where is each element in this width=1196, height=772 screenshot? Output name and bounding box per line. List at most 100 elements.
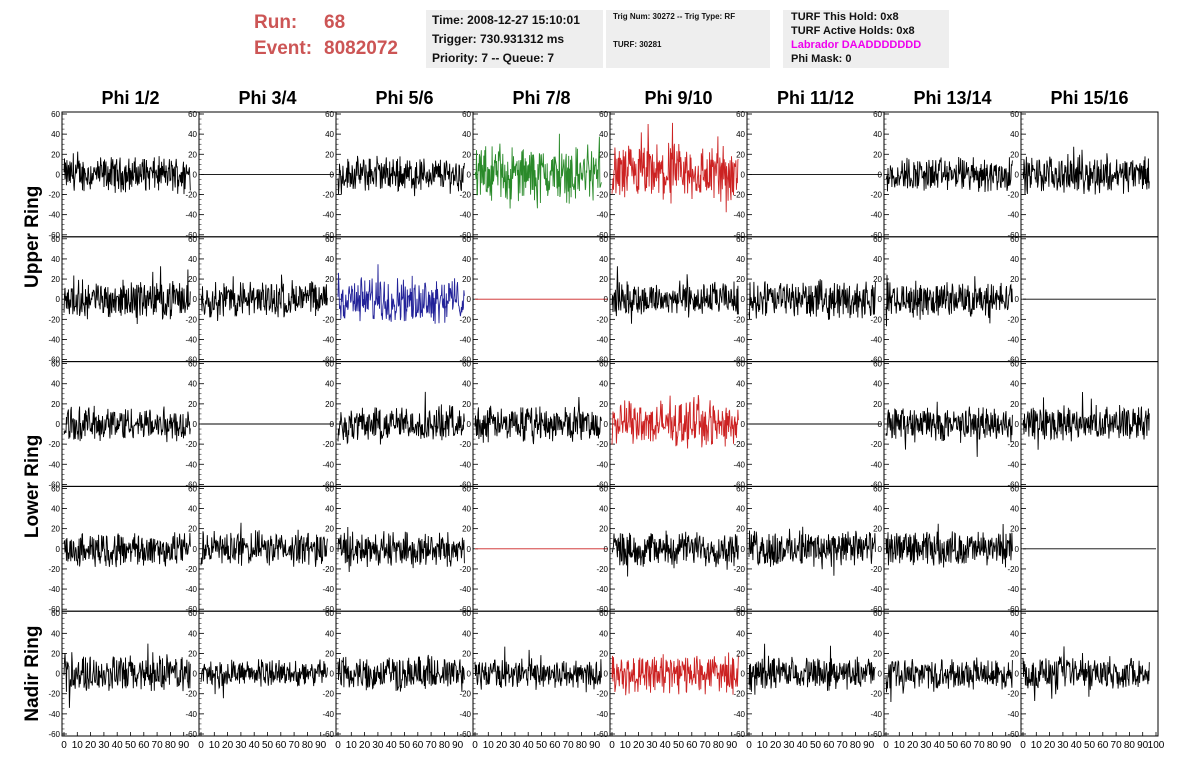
waveform-trace <box>63 532 191 568</box>
y-tick-label: 40 <box>873 505 882 514</box>
x-tick-label: 90 <box>1000 740 1012 751</box>
y-tick-label: 60 <box>873 484 882 493</box>
x-tick-label: 70 <box>700 740 712 751</box>
y-tick-label: -60 <box>322 605 334 614</box>
y-tick-label: 0 <box>193 545 198 554</box>
y-tick-label: -20 <box>48 565 60 574</box>
y-tick-label: 40 <box>873 130 882 139</box>
y-tick-label: 0 <box>56 670 61 679</box>
y-tick-label: -60 <box>459 231 471 240</box>
y-tick-label: -60 <box>1007 231 1019 240</box>
y-tick-label: 20 <box>873 275 882 284</box>
y-tick-label: -20 <box>48 440 60 449</box>
x-tick-label: 30 <box>509 740 521 751</box>
waveform-trace <box>611 395 739 449</box>
phi-mask-text: Phi Mask: 0 <box>791 53 852 65</box>
waveform-trace <box>337 654 465 692</box>
x-tick-label: 100 <box>1148 740 1165 751</box>
y-tick-label: -20 <box>459 690 471 699</box>
y-tick-label: 40 <box>873 629 882 638</box>
y-tick-label: -60 <box>48 356 60 365</box>
y-tick-label: 0 <box>878 420 883 429</box>
column-title: Phi 15/16 <box>1050 88 1128 108</box>
y-tick-label: 40 <box>599 629 608 638</box>
waveform-panel: -60 -40 -20 0 20 40 60 <box>870 235 1022 365</box>
waveform-panel: -60 -40 -20 0 20 40 60 <box>870 110 1022 240</box>
waveform-panel: -60 -40 -20 0 20 40 60 <box>48 360 200 489</box>
y-tick-label: 40 <box>188 130 197 139</box>
y-tick-label: 0 <box>741 170 746 179</box>
y-tick-label: -40 <box>1007 585 1019 594</box>
y-tick-label: -60 <box>870 231 882 240</box>
waveform-trace <box>337 264 465 324</box>
trig-num-text: Trig Num: 30272 -- Trig Type: RF <box>613 12 736 21</box>
x-tick-label: 0 <box>1020 740 1026 751</box>
y-tick-label: 40 <box>325 505 334 514</box>
y-tick-label: 0 <box>604 670 609 679</box>
y-tick-label: 0 <box>56 420 61 429</box>
y-tick-label: 60 <box>462 484 471 493</box>
y-tick-label: 0 <box>1015 670 1020 679</box>
x-tick-label: 60 <box>138 740 150 751</box>
waveform-panel: -60 -40 -20 0 20 40 60 <box>870 609 1022 739</box>
y-tick-label: 20 <box>188 400 197 409</box>
y-tick-label: 20 <box>599 150 608 159</box>
x-tick-label: 50 <box>399 740 411 751</box>
x-tick-label: 60 <box>686 740 698 751</box>
y-tick-label: -60 <box>322 356 334 365</box>
y-tick-label: -60 <box>48 605 60 614</box>
x-tick-label: 20 <box>85 740 97 751</box>
waveform-trace <box>1022 646 1150 702</box>
y-tick-label: 20 <box>736 275 745 284</box>
y-tick-label: 20 <box>1010 525 1019 534</box>
y-tick-label: 40 <box>188 505 197 514</box>
waveform-panel: -60 -40 -20 0 20 40 60 <box>870 360 1022 489</box>
y-tick-label: 20 <box>51 525 60 534</box>
x-tick-label: 10 <box>757 740 769 751</box>
y-tick-label: 0 <box>604 545 609 554</box>
y-tick-label: 20 <box>873 150 882 159</box>
y-tick-label: 60 <box>462 360 471 369</box>
y-tick-label: -40 <box>596 335 608 344</box>
y-tick-label: -40 <box>322 211 334 220</box>
waveform-trace <box>200 274 328 322</box>
y-tick-label: 20 <box>736 649 745 658</box>
x-tick-label: 60 <box>823 740 835 751</box>
y-tick-label: -40 <box>48 211 60 220</box>
y-tick-label: 40 <box>736 629 745 638</box>
x-tick-label: 10 <box>894 740 906 751</box>
y-tick-label: 60 <box>462 609 471 618</box>
y-tick-label: -20 <box>459 191 471 200</box>
waveform-panel: -60 -40 -20 0 20 40 60 <box>185 110 337 240</box>
y-tick-label: 20 <box>873 525 882 534</box>
y-tick-label: 60 <box>51 235 60 244</box>
y-tick-label: -60 <box>459 605 471 614</box>
y-tick-label: 20 <box>325 400 334 409</box>
y-tick-label: -40 <box>185 585 197 594</box>
y-tick-label: -60 <box>185 356 197 365</box>
event-value: 8082072 <box>324 38 398 59</box>
y-tick-label: 20 <box>325 649 334 658</box>
x-tick-label: 30 <box>98 740 110 751</box>
x-tick-label: 90 <box>726 740 738 751</box>
waveform-panel: -60 -40 -20 0 20 40 60 <box>733 235 885 365</box>
y-tick-label: -20 <box>733 315 745 324</box>
y-tick-label: 60 <box>51 609 60 618</box>
y-tick-label: -20 <box>322 690 334 699</box>
y-tick-label: 20 <box>1010 275 1019 284</box>
x-tick-label: 70 <box>563 740 575 751</box>
turf-info-box: TURF This Hold: 0x8 TURF Active Holds: 0… <box>783 10 949 68</box>
waveform-trace <box>885 401 1013 457</box>
waveform-trace <box>337 391 465 445</box>
x-tick-label: 90 <box>863 740 875 751</box>
x-tick-label: 20 <box>359 740 371 751</box>
y-tick-label: -20 <box>870 191 882 200</box>
waveform-panel: -60 -40 -20 0 20 40 60 <box>596 235 748 365</box>
waveform-panel: -60 -40 -20 0 20 40 60 <box>1007 609 1159 739</box>
y-tick-label: -40 <box>185 710 197 719</box>
y-tick-label: 60 <box>1010 235 1019 244</box>
y-tick-label: 0 <box>56 545 61 554</box>
y-tick-label: 60 <box>188 360 197 369</box>
waveform-trace <box>748 643 876 695</box>
